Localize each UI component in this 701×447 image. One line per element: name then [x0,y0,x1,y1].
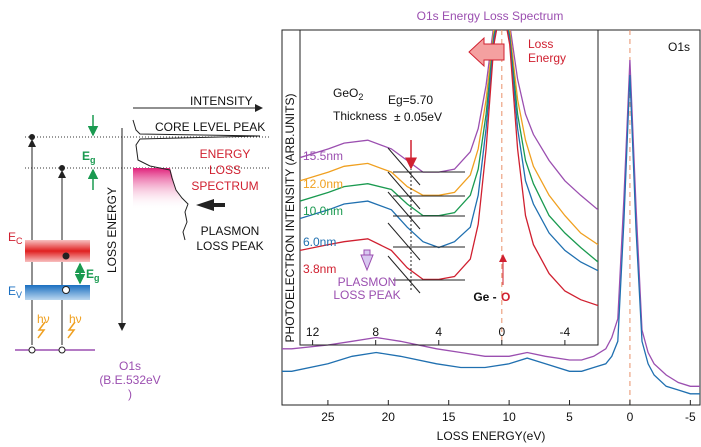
series-label: 12.0nm [303,177,343,191]
x-tick-label: 20 [382,410,396,424]
eg-label: Eg=5.70 [388,93,433,107]
electron [29,134,35,140]
x-tick-label: 12 [306,325,320,339]
loss-energy-label: Loss [528,37,553,51]
o1s-label: ) [128,387,132,401]
loss-direction-arrow [469,38,504,66]
sample-main: GeO [333,86,358,100]
ec-label: EC [8,230,23,246]
plasmon-label: PLASMON [338,275,397,289]
sample-sub: 2 [358,92,363,102]
core-level-label: CORE LEVEL PEAK [155,120,265,134]
core-hole [29,347,35,353]
inset-annotations [361,38,504,293]
spectrum-label: SPECTRUM [191,179,258,193]
thickness-label: Thickness [333,109,387,123]
conduction-band [25,240,90,262]
eg-label: Eg [86,267,100,283]
bond-o-label: O [501,290,510,304]
y-axis-label: PHOTOELECTRON INTENSITY (ARB.UNITS) [283,94,297,343]
figure: INTENSITY CORE LEVEL PEAK ENERGY LOSS SP… [0,0,701,447]
x-axis-label: LOSS ENERGY(eV) [437,429,546,443]
x-tick-label: 15 [442,410,456,424]
loss-area [133,168,186,210]
series-line [300,1,598,210]
core-hole [59,347,65,353]
electron [63,253,70,260]
ev-label: EV [8,284,22,300]
hv-label: hν [69,312,82,326]
hole [63,287,70,294]
o1s-label: O1s [119,359,141,373]
intensity-label: INTENSITY [190,94,253,108]
sample-label: GeO2 [333,86,363,102]
spectrum-label: ENERGY [200,147,251,161]
electron [59,165,65,171]
spectrum-label: LOSS [209,163,241,177]
bond-label: Ge - [473,290,500,304]
x-tick-label: 8 [372,325,379,339]
o1s-label: (B.E.532eV [99,373,160,387]
x-tick-label: 4 [435,325,442,339]
plasmon-arrow [196,199,225,211]
loss-energy-label: Energy [528,51,566,65]
hv-label: hν [37,312,50,326]
plasmon-label: LOSS PEAK [196,239,263,253]
loss-energy-label: LOSS ENERGY [105,187,119,273]
series-label: 6.0nm [303,235,336,249]
eg-error: ± 0.05eV [394,110,442,124]
plasmon-arrow [361,250,373,270]
x-tick-label: -5 [685,410,696,424]
x-tick-label: 25 [321,410,335,424]
x-tick-label: 10 [502,410,516,424]
x-tick-label: 5 [566,410,573,424]
plasmon-label: PLASMON [201,224,260,238]
eg-label: Eg [82,149,96,165]
series-label: 10.0nm [303,204,343,218]
series-label: 3.8nm [303,262,336,276]
x-tick-label: -4 [560,325,571,339]
core-label: O1s [668,40,690,54]
chart-title: O1s Energy Loss Spectrum [417,9,564,23]
x-tick-label: 0 [498,325,505,339]
tangent [388,223,420,260]
plasmon-label: LOSS PEAK [333,288,400,302]
valence-band [25,285,90,300]
series-label: 15.5nm [303,149,343,163]
schematic: INTENSITY CORE LEVEL PEAK ENERGY LOSS SP… [8,94,270,401]
x-tick-label: 0 [627,410,634,424]
